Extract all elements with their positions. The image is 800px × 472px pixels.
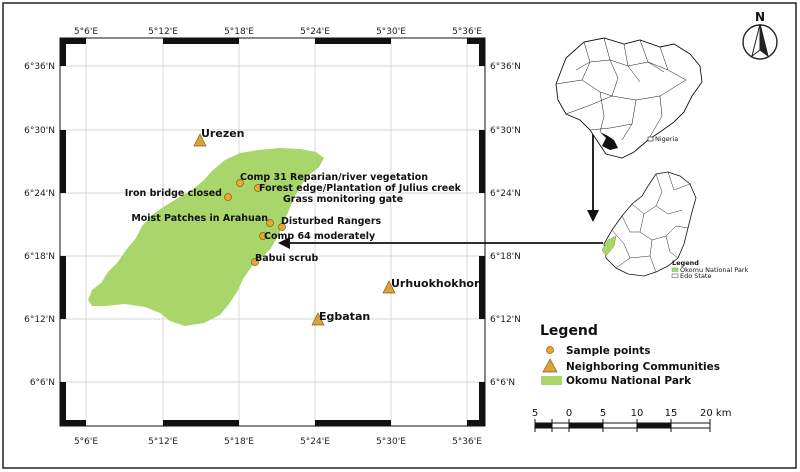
- scale-tick-label: 10: [631, 408, 644, 419]
- sample-point-label: Comp 64 moderately: [264, 231, 376, 242]
- lon-label-bottom: 5°12'E: [148, 437, 178, 447]
- sample-point-label: Forest edge/Plantation of Julius creek: [259, 183, 462, 194]
- scale-tick-label: 15: [665, 408, 678, 419]
- lat-label-left: 6°24'N: [24, 189, 55, 199]
- lat-label-right: 6°36'N: [490, 62, 521, 72]
- lat-label-left: 6°36'N: [24, 62, 55, 72]
- legend-park-swatch: [541, 376, 562, 385]
- sample-point-marker: [254, 184, 262, 192]
- nigeria-legend-swatch: [647, 136, 654, 142]
- lat-label-left: 6°6'N: [30, 378, 55, 388]
- sample-points: [224, 179, 286, 266]
- sample-point-label: Disturbed Rangers: [281, 216, 382, 227]
- lon-label-top: 5°12'E: [148, 27, 178, 37]
- lon-label-bottom: 5°6'E: [74, 437, 98, 447]
- north-arrow-right-half: [759, 23, 769, 58]
- legend-point-symbol: [546, 346, 554, 354]
- community-marker: [311, 312, 325, 326]
- lon-label-top: 5°24'E: [300, 27, 330, 37]
- lat-label-right: 6°30'N: [490, 126, 521, 136]
- legend-item: Sample points: [566, 345, 651, 357]
- lon-label-bottom: 5°30'E: [376, 437, 406, 447]
- sample-point-marker: [259, 232, 267, 240]
- sample-point-label: Babui scrub: [255, 253, 319, 264]
- lat-label-left: 6°30'N: [24, 126, 55, 136]
- scale-tick-label: 0: [566, 408, 572, 419]
- sample-point-label: Grass monitoring gate: [283, 194, 403, 205]
- edo-legend-item: Edo State: [680, 272, 711, 280]
- community-marker: [382, 280, 396, 294]
- lat-label-left: 6°18'N: [24, 252, 55, 262]
- lon-label-top: 5°6'E: [74, 27, 98, 37]
- sample-point-marker: [224, 193, 232, 201]
- lat-label-left: 6°12'N: [24, 315, 55, 325]
- lon-label-top: 5°36'E: [452, 27, 482, 37]
- lon-label-top: 5°30'E: [376, 27, 406, 37]
- edo-inset-park: [601, 235, 617, 257]
- nigeria-inset-map: Nigeria: [555, 37, 703, 159]
- nigeria-label: Nigeria: [655, 135, 678, 143]
- scale-tick-label: 20 km: [700, 408, 731, 419]
- sample-point-label: Comp 31 Reparian/river vegetation: [240, 172, 428, 183]
- edo-legend-item: Okomu National Park: [680, 266, 749, 274]
- lat-label-right: 6°24'N: [490, 189, 521, 199]
- main-map: 5°6'E 5°12'E 5°18'E 5°24'E 5°30'E 5°36'E…: [24, 27, 521, 447]
- frame-ticks: [59, 37, 486, 427]
- sample-point-marker: [251, 258, 259, 266]
- north-arrow: N: [742, 10, 778, 60]
- scale-tick-label: 5: [532, 408, 538, 419]
- lat-label-right: 6°18'N: [490, 252, 521, 262]
- community-label: Urezen: [201, 127, 245, 140]
- edo-legend-swatch-park: [671, 267, 679, 272]
- lon-label-bottom: 5°18'E: [224, 437, 254, 447]
- community-label: Egbatan: [319, 310, 370, 323]
- sample-point-marker: [278, 223, 286, 231]
- edo-legend-swatch-state: [671, 273, 679, 278]
- lon-label-bottom: 5°24'E: [300, 437, 330, 447]
- scale-bar: 5 0 5 10 15 20 km: [532, 408, 731, 432]
- sample-point-label: Moist Patches in Arahuan: [131, 213, 268, 224]
- legend-item: Neighboring Communities: [566, 361, 720, 373]
- lon-label-top: 5°18'E: [224, 27, 254, 37]
- okomu-park-polygon: [88, 148, 324, 326]
- lon-label-bottom: 5°36'E: [452, 437, 482, 447]
- north-label: N: [755, 10, 765, 24]
- legend-community-symbol: [542, 358, 558, 373]
- legend-title: Legend: [540, 323, 598, 339]
- legend: Legend Sample points Neighboring Communi…: [540, 323, 720, 387]
- scale-tick-label: 5: [600, 408, 606, 419]
- edo-legend-title: Legend: [672, 259, 699, 267]
- community-marker: [193, 133, 207, 147]
- lat-label-right: 6°12'N: [490, 315, 521, 325]
- sample-point-marker: [236, 179, 244, 187]
- sample-point-label: Iron bridge closed: [125, 188, 222, 199]
- community-label: Urhuokhokhor: [391, 277, 480, 290]
- edo-inset-map: Legend Okomu National Park Edo State: [601, 171, 749, 280]
- lat-label-right: 6°6'N: [490, 378, 515, 388]
- communities: [193, 133, 396, 326]
- locator-arrows: [278, 125, 603, 249]
- sample-point-marker: [266, 219, 274, 227]
- legend-item: Okomu National Park: [566, 375, 692, 387]
